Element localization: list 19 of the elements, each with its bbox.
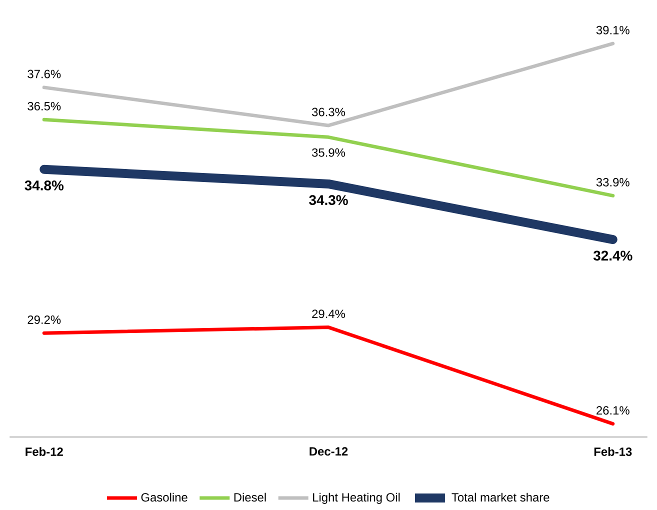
data-label: 39.1% — [596, 26, 630, 34]
data-label: 36.3% — [312, 108, 346, 116]
legend-label: Diesel — [234, 492, 266, 502]
data-label: 33.9% — [596, 178, 630, 186]
legend-label: Total market share — [452, 492, 550, 502]
data-label: 29.2% — [28, 315, 61, 324]
data-label: 35.9% — [312, 148, 346, 157]
data-label: 34.3% — [309, 195, 348, 206]
data-label: 26.1% — [596, 406, 630, 415]
data-label: 37.6% — [28, 70, 61, 78]
data-label: 36.5% — [28, 102, 61, 110]
data-label: 29.4% — [312, 310, 346, 318]
x-tick-label: Dec-12 — [310, 447, 348, 456]
x-tick-label: Feb-12 — [26, 447, 63, 456]
data-label: 32.4% — [593, 250, 632, 261]
x-tick-label: Feb-13 — [594, 447, 632, 456]
data-label: 34.8% — [24, 180, 64, 190]
legend-label: Gasoline — [141, 492, 188, 502]
legend-label: Light Heating Oil — [313, 492, 400, 504]
